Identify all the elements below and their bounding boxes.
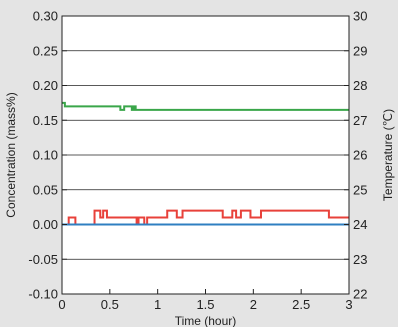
x-tick-label: 0.5 bbox=[101, 297, 119, 312]
y-tick-label: 0.10 bbox=[33, 148, 58, 163]
y2-tick-label: 23 bbox=[353, 252, 367, 267]
x-tick-label: 2 bbox=[250, 297, 257, 312]
y-axis-label: Concentration (mass%) bbox=[4, 92, 18, 217]
y-tick-label: 0.20 bbox=[33, 78, 58, 93]
y2-tick-label: 28 bbox=[353, 78, 367, 93]
x-axis-label: Time (hour) bbox=[175, 314, 237, 327]
y-tick-label: -0.05 bbox=[28, 252, 58, 267]
series-line-0 bbox=[62, 101, 349, 111]
series-line-1 bbox=[62, 209, 349, 226]
y-tick-label: 0.25 bbox=[33, 43, 58, 58]
y2-tick-label: 25 bbox=[353, 182, 367, 197]
y2-tick-label: 26 bbox=[353, 148, 367, 163]
y-tick-label: 0.00 bbox=[33, 217, 58, 232]
y-tick-label: 0.15 bbox=[33, 113, 58, 128]
x-tick-label: 2.5 bbox=[292, 297, 310, 312]
y-tick-label: -0.10 bbox=[28, 287, 58, 302]
y2-tick-label: 30 bbox=[353, 9, 367, 24]
x-tick-label: 1 bbox=[154, 297, 161, 312]
y2-tick-label: 22 bbox=[353, 287, 367, 302]
y2-axis-label: Temperature (℃) bbox=[381, 109, 395, 201]
x-tick-label: 0 bbox=[58, 297, 65, 312]
x-tick-label: 3 bbox=[345, 297, 352, 312]
y-tick-label: 0.05 bbox=[33, 182, 58, 197]
x-tick-label: 1.5 bbox=[196, 297, 214, 312]
y-tick-label: 0.30 bbox=[33, 9, 58, 24]
y2-tick-label: 27 bbox=[353, 113, 367, 128]
y2-tick-label: 24 bbox=[353, 217, 367, 232]
y2-tick-label: 29 bbox=[353, 43, 367, 58]
